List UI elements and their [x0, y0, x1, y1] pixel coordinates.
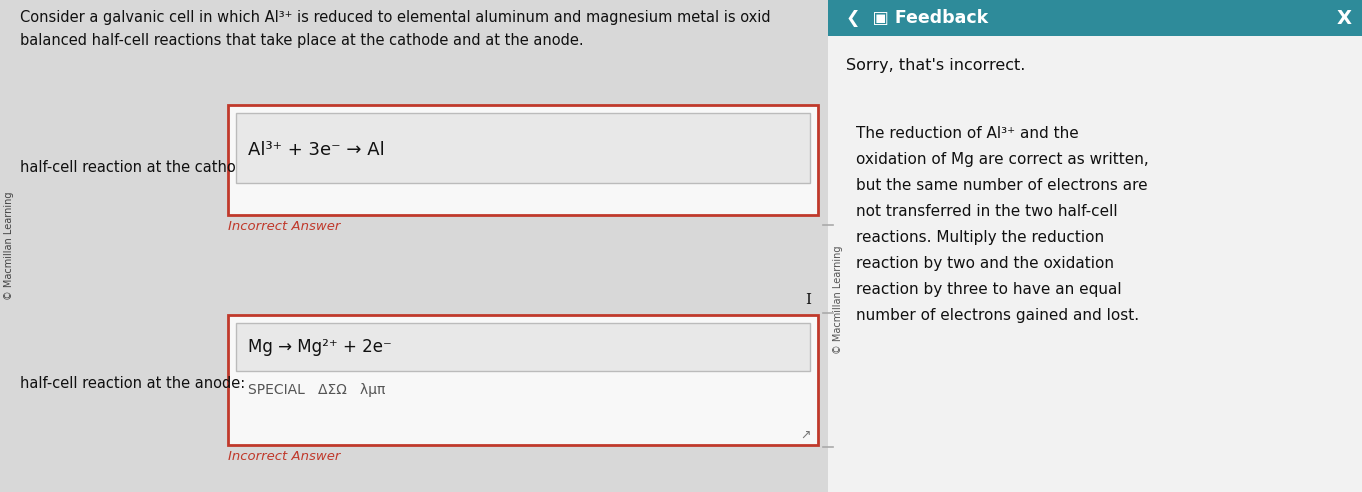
- Text: ❮  ▣ Feedback: ❮ ▣ Feedback: [846, 9, 987, 27]
- Text: Incorrect Answer: Incorrect Answer: [227, 450, 340, 463]
- Text: half-cell reaction at the anode:: half-cell reaction at the anode:: [20, 375, 245, 391]
- Text: balanced half-cell reactions that take place at the cathode and at the anode.: balanced half-cell reactions that take p…: [20, 33, 584, 48]
- Bar: [828, 0, 1362, 36]
- Text: not transferred in the two half-cell: not transferred in the two half-cell: [855, 204, 1118, 219]
- Text: Al³⁺ + 3e⁻ → Al: Al³⁺ + 3e⁻ → Al: [248, 141, 384, 159]
- Text: reaction by three to have an equal: reaction by three to have an equal: [855, 282, 1122, 297]
- Text: ↗: ↗: [801, 429, 812, 441]
- Text: Incorrect Answer: Incorrect Answer: [227, 220, 340, 233]
- Text: but the same number of electrons are: but the same number of electrons are: [855, 178, 1148, 193]
- Text: half-cell reaction at the cathode:: half-cell reaction at the cathode:: [20, 160, 259, 176]
- Text: The reduction of Al³⁺ and the: The reduction of Al³⁺ and the: [855, 126, 1079, 141]
- Bar: [0, 0, 829, 492]
- Text: I: I: [805, 293, 810, 307]
- Bar: [828, 0, 1362, 492]
- Text: © Macmillan Learning: © Macmillan Learning: [4, 192, 14, 300]
- Text: X: X: [1336, 8, 1351, 28]
- Text: SPECIAL   ΔΣΩ   λμπ: SPECIAL ΔΣΩ λμπ: [248, 383, 385, 397]
- Bar: [227, 105, 819, 215]
- Text: reaction by two and the oxidation: reaction by two and the oxidation: [855, 256, 1114, 271]
- Text: Mg → Mg²⁺ + 2e⁻: Mg → Mg²⁺ + 2e⁻: [248, 338, 392, 356]
- Text: reactions. Multiply the reduction: reactions. Multiply the reduction: [855, 230, 1105, 245]
- Text: Consider a galvanic cell in which Al³⁺ is reduced to elemental aluminum and magn: Consider a galvanic cell in which Al³⁺ i…: [20, 10, 771, 25]
- Bar: [227, 315, 819, 445]
- Text: Sorry, that's incorrect.: Sorry, that's incorrect.: [846, 58, 1026, 73]
- Bar: [236, 113, 810, 183]
- Text: © Macmillan Learning: © Macmillan Learning: [834, 246, 843, 354]
- Text: oxidation of Mg are correct as written,: oxidation of Mg are correct as written,: [855, 152, 1148, 167]
- Bar: [236, 323, 810, 371]
- Text: number of electrons gained and lost.: number of electrons gained and lost.: [855, 308, 1139, 323]
